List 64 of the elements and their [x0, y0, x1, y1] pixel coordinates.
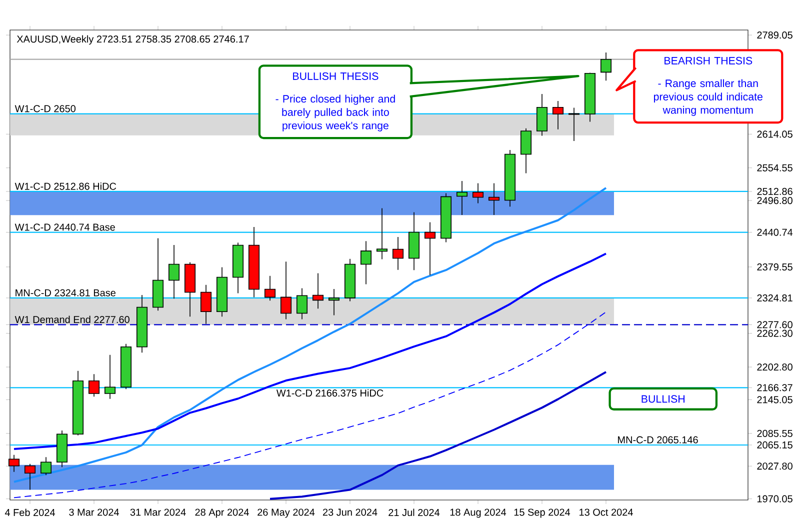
y-tick-label: 2379.55: [757, 263, 792, 270]
y-tick-label: 2554.55: [757, 164, 792, 172]
candlestick: [168, 244, 180, 300]
candlestick: [488, 182, 500, 216]
y-tick-label: 2085.55: [757, 430, 792, 437]
candlestick: [88, 374, 100, 397]
candlestick: [296, 288, 308, 320]
candlestick: [376, 208, 388, 260]
y-tick-label: 2166.37: [757, 384, 792, 392]
candlestick: [40, 456, 52, 476]
candlestick: [456, 180, 468, 216]
candlestick: [392, 236, 404, 270]
candlestick: [264, 276, 276, 302]
y-tick-label: 2496.80: [757, 197, 792, 204]
candlestick: [520, 128, 532, 174]
ref-line-label: W1 Demand End 2277.60: [14, 316, 130, 324]
candlestick: [424, 222, 436, 276]
y-tick-label: 2065.15: [757, 441, 792, 449]
candlestick: [104, 354, 116, 400]
y-tick-label: 2145.05: [757, 396, 792, 404]
x-tick-label: 15 Sep 2024: [514, 508, 570, 518]
y-tick-label: 1970.05: [757, 495, 792, 502]
candlestick: [600, 52, 612, 81]
text: BEARISH THESIS: [664, 56, 752, 64]
y-tick-label: 2789.05: [757, 32, 792, 39]
y-tick-label: 2614.05: [757, 130, 792, 138]
x-tick-label: 26 May 2024: [258, 508, 315, 518]
y-tick-label: 2027.80: [757, 462, 792, 470]
candlestick: [280, 261, 292, 320]
x-tick-label: 4 Feb 2024: [4, 508, 55, 516]
x-tick-label: 18 Aug 2024: [450, 508, 506, 518]
y-tick-label: 2202.80: [757, 363, 792, 371]
candlestick: [472, 182, 484, 204]
ref-line-label: W1-C-D 2166.375 HiDC: [276, 389, 384, 397]
x-tick-label: 28 Apr 2024: [195, 508, 249, 518]
ref-line-label: W1-C-D 2650: [14, 105, 76, 112]
candlestick: [24, 463, 36, 490]
text: BULLISH: [642, 395, 684, 403]
y-tick-label: 2512.86: [757, 188, 792, 195]
chart-title: XAUUSD,Weekly 2723.51 2758.35 2708.65 2746.17: [16, 35, 249, 45]
ref-line-label: W1-C-D 2512.86 HiDC: [14, 182, 116, 190]
y-tick-label: 2324.81: [757, 294, 792, 302]
x-tick-label: 23 Jun 2024: [322, 508, 378, 516]
line-series: [14, 312, 606, 498]
x-tick-label: 21 Jul 2024: [388, 508, 440, 516]
y-tick-label: 2277.60: [757, 321, 792, 328]
candlestick: [328, 288, 340, 316]
ref-line-label: W1-C-D 2440.74 Base: [14, 224, 115, 231]
candlestick: [552, 100, 564, 130]
candlestick: [568, 107, 580, 142]
x-tick-label: 3 Mar 2024: [69, 508, 119, 516]
candlestick: [200, 284, 212, 324]
x-tick-label: 31 Mar 2024: [130, 508, 186, 516]
candlestick: [312, 272, 324, 309]
ref-line-label: MN-C-D 2065.146: [618, 436, 698, 444]
annotation: - Price closed higher and barely pulled back into previous week's range: [276, 94, 395, 132]
y-tick-label: 2262.30: [757, 330, 792, 337]
text: - Range smaller than previous could indicate waning momentum: [654, 79, 762, 116]
annotation: BULLISH THESIS: [293, 72, 378, 80]
candlestick: [536, 94, 548, 136]
x-tick-label: 13 Oct 2024: [580, 508, 633, 516]
y-tick-label: 2440.74: [757, 228, 793, 236]
candlestick: [360, 240, 372, 285]
ref-line-label: MN-C-D 2324.81 Base: [16, 289, 116, 296]
